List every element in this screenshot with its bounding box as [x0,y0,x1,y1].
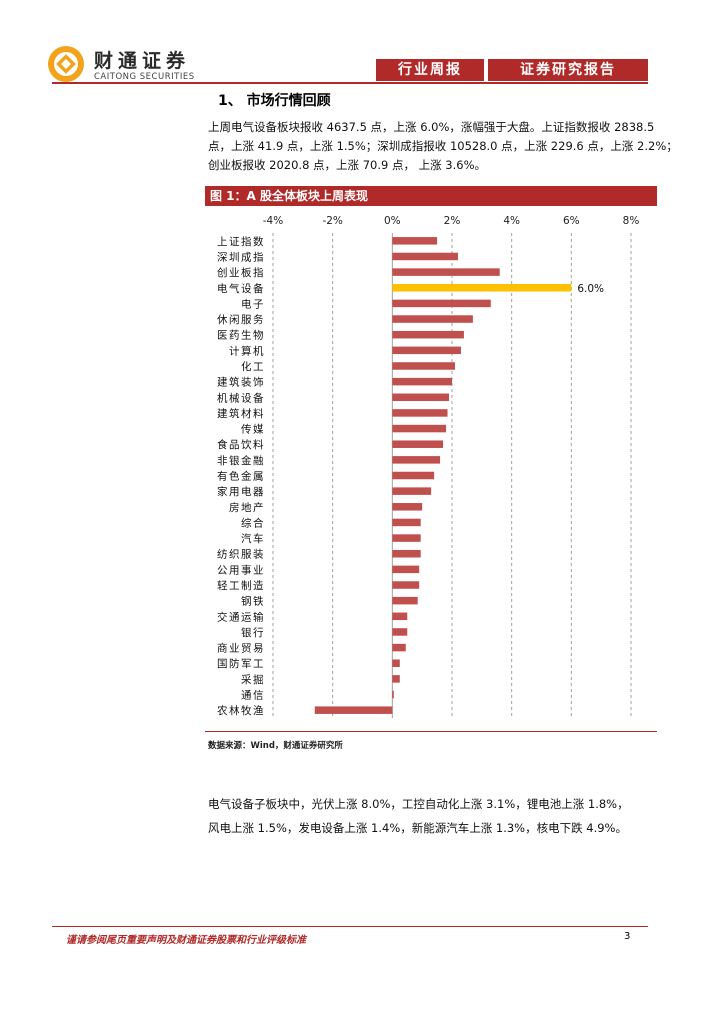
bar-10 [392,393,450,402]
category-label: 建筑装饰 [217,376,265,389]
category-label: 机械设备 [217,391,265,404]
bar-25 [392,628,408,636]
category-label: 汽车 [241,532,265,545]
bar-5 [392,315,473,323]
paragraph-line: 上周电气设备板块报收 4637.5 点，上涨 6.0%，涨幅强于大盘。上证指数报… [208,120,655,134]
bar-17 [392,503,423,511]
market-review-paragraph: 上周电气设备板块报收 4637.5 点，上涨 6.0%，涨幅强于大盘。上证指数报… [208,118,678,175]
bar-4 [392,299,491,308]
category-label: 计算机 [229,344,265,357]
category-label: 传媒 [241,423,265,436]
category-label: 上证指数 [217,235,265,248]
footer-divider [52,926,648,927]
bar-27 [392,659,400,667]
bar-11 [392,409,448,417]
section-title: 1、 市场行情回顾 [218,93,331,109]
category-label: 电气设备 [217,282,265,295]
paragraph-line: 点，上涨 41.9 点，上涨 1.5%；深圳成指报收 10528.0 点，上涨 … [208,139,678,153]
bar-28 [392,675,400,683]
report-type-tab: 行业周报 [376,59,484,81]
bar-30 [314,706,393,714]
bar-18 [392,518,421,527]
bar-8 [392,362,455,370]
bar-22 [392,581,420,589]
bar-15 [392,471,435,480]
category-label: 商业贸易 [217,642,265,655]
bar-7 [392,346,461,355]
bar-0 [392,237,438,245]
category-label: 深圳成指 [217,250,265,263]
x-tick-label: -2% [322,215,342,227]
bar-16 [392,487,432,495]
subsector-paragraph: 电气设备子板块中，光伏上涨 8.0%，工控自动化上涨 3.1%，锂电池上涨 1.… [208,792,660,840]
figure-title: 图 1：A 股全体板块上周表现 [205,186,657,206]
bar-21 [392,565,420,574]
page-number: 3 [624,931,631,942]
figure-source: 数据来源：Wind，财通证券研究所 [208,741,343,751]
x-tick-label: 2% [444,215,461,227]
category-label: 钢铁 [241,595,265,608]
figure-divider [205,731,657,732]
paragraph-line: 创业板报收 2020.8 点，上涨 70.9 点， 上涨 3.6%。 [208,158,486,172]
bar-2 [392,268,500,276]
bar-14 [392,456,441,464]
category-label: 通信 [241,690,265,702]
category-label: 休闲服务 [217,313,265,326]
category-label: 电子 [241,297,265,310]
bar-1 [392,252,458,261]
bar-23 [392,596,418,605]
paragraph-line: 风电上涨 1.5%，发电设备上涨 1.4%，新能源汽车上涨 1.3%，核电下跌 … [208,821,627,835]
category-label: 综合 [241,516,265,529]
bar-20 [392,549,421,558]
bar-26 [392,643,406,652]
data-label: 6.0% [577,283,604,295]
bar-24 [392,612,408,621]
x-tick-label: 4% [503,215,520,227]
paragraph-line: 电气设备子板块中，光伏上涨 8.0%，工控自动化上涨 3.1%，锂电池上涨 1.… [208,797,629,811]
category-label: 纺织服装 [217,548,265,561]
header-divider [52,82,648,84]
category-label: 非银金融 [217,454,265,467]
brand-name-cn: 财通证券 [94,50,191,72]
bar-6 [392,330,464,339]
bar-9 [392,377,452,386]
category-label: 公用事业 [217,563,265,576]
category-label: 轻工制造 [217,579,265,592]
brand-name-en: CAITONG SECURITIES [94,72,195,82]
category-label: 银行 [241,626,265,639]
bar-3 [392,284,572,292]
category-label: 建筑材料 [217,407,265,420]
x-tick-label: 8% [623,215,640,227]
bar-13 [392,440,444,448]
bar-19 [392,534,421,542]
category-label: 有色金属 [217,470,265,483]
category-label: 国防军工 [217,657,265,670]
category-label: 采掘 [241,673,265,686]
bar-12 [392,424,447,433]
category-label: 家用电器 [217,485,265,498]
bar-29 [392,690,394,699]
category-label: 交通运输 [217,610,265,623]
x-tick-label: 6% [563,215,580,227]
x-tick-label: -4% [263,215,283,227]
report-category-tab: 证券研究报告 [488,59,648,81]
category-label: 创业板指 [217,266,265,279]
category-label: 农林牧渔 [217,704,265,717]
category-label: 化工 [241,360,265,373]
caitong-logo-icon [48,46,84,82]
category-label: 房地产 [229,501,265,514]
category-label: 食品饮料 [217,438,265,451]
footer-disclaimer: 谨请参阅尾页重要声明及财通证券股票和行业评级标准 [66,935,306,946]
category-label: 医药生物 [217,329,265,342]
x-tick-label: 0% [384,215,401,227]
